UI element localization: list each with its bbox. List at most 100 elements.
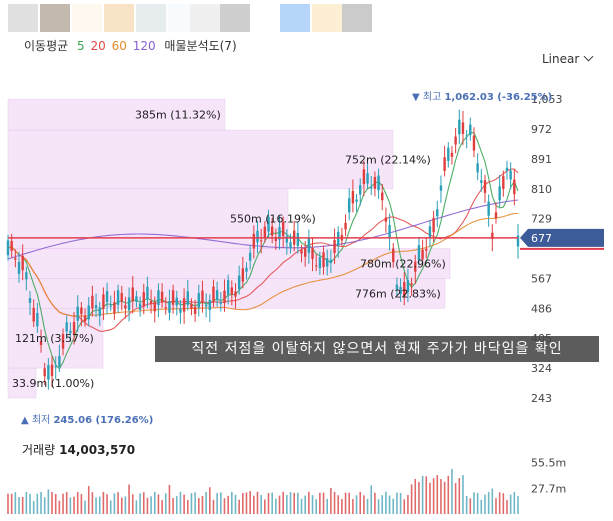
candle-body [241,268,245,282]
candle-body [370,187,373,189]
color-swatch[interactable] [136,4,166,32]
candle-body [58,356,61,367]
low-price-marker: ▲ 최저 245.06 (176.26%) [21,414,153,426]
candle-body [465,135,468,137]
current-price-badge [520,228,604,247]
candle-body [10,240,13,251]
y-tick-label: 243 [531,392,552,405]
candle-body [153,302,156,312]
candle-body [355,199,358,202]
candle-body [505,167,509,171]
candle-body [381,192,384,201]
candle-body [502,176,505,189]
color-swatch[interactable] [312,4,342,32]
candle-body [263,226,267,238]
color-swatch[interactable] [280,4,310,32]
volume-profile-label: 780m (22.96%) [360,258,446,271]
candle-body [215,290,219,300]
color-swatch[interactable] [104,4,134,32]
candle-body [384,217,388,222]
candle-body [414,261,417,272]
candle-body [267,216,270,232]
candle-body [318,257,322,269]
candle-body [127,297,131,311]
color-swatch[interactable] [220,4,250,32]
color-swatch[interactable] [72,4,102,32]
candle-body [47,365,50,380]
candle-body [36,312,39,327]
candle-body [326,258,329,267]
color-swatch[interactable] [8,4,38,32]
candle-body [458,119,461,135]
candle-body [94,304,98,309]
candle-body [105,291,109,303]
candle-body [377,175,380,191]
candle-body [436,209,439,217]
candle-body [226,280,230,295]
candle-body [204,304,208,307]
candle-body [252,233,256,249]
candle-body [259,240,263,242]
candle-body [447,147,450,161]
candle-body [509,170,512,180]
candle-body [494,212,498,219]
ma-120-label: 120 [132,39,156,53]
volume-profile-label: 121m (3.57%) [15,332,94,345]
color-swatch[interactable] [342,4,372,32]
volume-profile-band [7,129,394,190]
candle-body [186,291,189,305]
candle-body [362,169,366,185]
candle-body [39,340,43,346]
volume-label: 거래량 [22,443,56,457]
volume-tick-label: 55.5m [531,457,566,470]
candle-body [17,261,21,274]
y-tick-label: 486 [531,302,552,315]
candle-body [392,248,395,263]
candle-body [322,252,325,268]
candle-body [43,368,46,377]
candle-body [76,306,79,321]
candle-body [50,364,54,377]
candle-body [296,233,300,246]
candle-body [303,248,307,257]
color-swatch[interactable] [190,4,220,32]
y-tick-label: 324 [531,362,552,375]
candle-body [395,284,399,290]
candle-body [171,290,175,305]
scale-dropdown[interactable]: Linear [542,51,594,66]
candle-body [160,291,164,303]
candle-body [120,293,123,302]
volume-profile-band [7,98,226,131]
ma-60-label: 60 [111,39,127,53]
candle-body [102,294,105,310]
candle-body [461,122,465,134]
y-tick-label: 891 [531,153,552,166]
candle-body [193,306,197,315]
candle-body [234,291,237,297]
candle-body [98,307,101,316]
y-tick-label: 1,053 [531,93,563,106]
candle-body [348,198,351,213]
candle-body [146,286,149,300]
ma-20-line [7,168,519,332]
candle-body [230,287,234,295]
candle-body [513,179,516,195]
candle-body [311,247,314,259]
candle-body [219,302,223,304]
volume-profile-band [7,367,37,399]
color-swatch[interactable] [40,4,70,32]
candle-body [212,286,215,302]
volume-profile-band [7,248,451,279]
volume-tick-label: 27.7m [531,482,566,495]
volume-profile-label: 33.9m (1.00%) [12,377,94,390]
volume-value: 14,003,570 [59,443,136,457]
candle-body [25,272,28,280]
candle-body [87,305,90,320]
candle-body [491,232,494,239]
y-tick-label: 972 [531,123,552,136]
candle-body [14,257,17,260]
candle-body [281,222,285,237]
candle-body [285,236,289,243]
volume-profile-label: 385m (11.32%) [135,109,221,122]
